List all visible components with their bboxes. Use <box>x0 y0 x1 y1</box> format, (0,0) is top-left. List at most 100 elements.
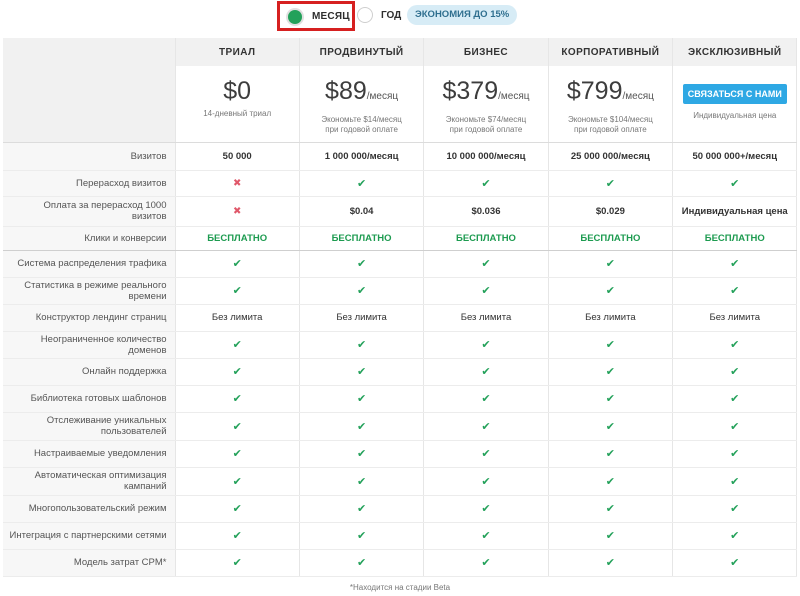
feature-label: Интеграция с партнерскими сетями <box>3 522 176 550</box>
check-icon: ✔ <box>356 475 367 488</box>
check-cell: ✔ <box>672 412 798 441</box>
check-icon: ✔ <box>356 448 367 460</box>
feature-row: Автоматическая оптимизация кампаний ✔ ✔ ✔ ✔ ✔ <box>3 467 798 496</box>
value-cell: 50 000 000+/месяц <box>672 142 798 171</box>
price-unit: /месяц <box>498 91 530 102</box>
check-cell: ✔ <box>548 412 674 441</box>
check-cell: ✔ <box>423 495 549 523</box>
check-cell: ✔ <box>299 549 425 577</box>
plan-name-0: ТРИАЛ <box>175 38 300 66</box>
check-icon: ✔ <box>730 393 740 405</box>
plan-price-note: Экономьте $104/месяц при годовой оплате <box>567 115 653 134</box>
check-cell: ✔ <box>548 440 674 468</box>
month-radio-selected[interactable] <box>288 10 302 24</box>
check-cell: ✔ <box>175 440 300 468</box>
feature-row: Онлайн поддержка ✔ ✔ ✔ ✔ ✔ <box>3 358 798 386</box>
check-icon: ✔ <box>605 393 615 405</box>
check-cell: ✔ <box>175 250 300 278</box>
feature-row: Неограниченное количество доменов ✔ ✔ ✔ ✔ ✔ <box>3 331 798 359</box>
feature-label: Конструктор лендинг страниц <box>3 304 176 332</box>
check-cell: ✔ <box>175 549 300 577</box>
check-icon: ✔ <box>605 530 615 542</box>
check-cell: ✔ <box>299 250 425 278</box>
check-icon: ✔ <box>232 285 242 297</box>
price-blank-cell <box>3 66 176 143</box>
check-cell: ✔ <box>423 250 549 278</box>
plan-price-cell-0: $0 14-дневный триал <box>175 66 300 143</box>
plan-name-2: БИЗНЕС <box>423 38 549 66</box>
feature-row: Оплата за перерасход 1000 визитов ✖ $0.04 $… <box>3 196 798 227</box>
year-radio[interactable] <box>357 7 373 23</box>
check-icon: ✔ <box>730 557 740 569</box>
check-cell: ✔ <box>672 440 798 468</box>
check-icon: ✔ <box>730 177 740 190</box>
check-icon: ✔ <box>356 258 367 270</box>
check-icon: ✔ <box>232 475 242 488</box>
feature-label: Отслеживание уникальных пользователей <box>3 412 176 441</box>
check-icon: ✔ <box>481 177 491 190</box>
check-cell: ✔ <box>672 549 798 577</box>
feature-label: Модель затрат CPM* <box>3 549 176 577</box>
check-cell: ✔ <box>423 440 549 468</box>
check-icon: ✔ <box>481 420 491 433</box>
feature-row: Конструктор лендинг страниц Без лимита Без… <box>3 304 798 332</box>
check-icon: ✔ <box>481 530 491 542</box>
feature-row: Система распределения трафика ✔ ✔ ✔ ✔ ✔ <box>3 250 798 278</box>
contact-us-button[interactable]: СВЯЗАТЬСЯ С НАМИ <box>682 84 787 104</box>
billing-option-month[interactable]: МЕСЯЦ <box>277 1 355 31</box>
feature-label: Настраиваемые уведомления <box>3 440 176 468</box>
check-cell: ✔ <box>423 358 549 386</box>
feature-row: Отслеживание уникальных пользователей ✔ ✔ ✔… <box>3 412 798 441</box>
check-icon: ✔ <box>481 366 491 378</box>
check-icon: ✔ <box>356 393 367 405</box>
cross-icon: ✖ <box>233 205 242 217</box>
check-cell: ✔ <box>175 331 300 359</box>
check-cell: ✔ <box>548 522 674 550</box>
check-cell: ✔ <box>672 495 798 523</box>
feature-row: Настраиваемые уведомления ✔ ✔ ✔ ✔ ✔ <box>3 440 798 468</box>
check-icon: ✔ <box>730 420 740 433</box>
check-icon: ✔ <box>356 530 367 542</box>
check-cell: ✔ <box>548 250 674 278</box>
plan-price: $799/месяц <box>549 76 672 112</box>
check-icon: ✔ <box>356 557 367 569</box>
feature-row: Интеграция с партнерскими сетями ✔ ✔ ✔ ✔ ✔ <box>3 522 798 550</box>
value-cell: $0.029 <box>548 196 674 227</box>
plan-price-note: 14-дневный триал <box>203 109 272 118</box>
check-icon: ✔ <box>730 285 740 297</box>
check-icon: ✔ <box>232 393 242 405</box>
check-cell: ✔ <box>299 467 425 496</box>
value-cell: Без лимита <box>672 304 798 332</box>
feature-row: Клики и конверсии БЕСПЛАТНО БЕСПЛАТНО БЕСПЛ… <box>3 226 798 251</box>
plan-price: $0 <box>176 76 299 106</box>
check-cell: ✔ <box>175 358 300 386</box>
pricing-table-body: Визитов 50 000 1 000 000/месяц 10 000 000/м… <box>3 142 798 577</box>
check-icon: ✔ <box>730 530 740 542</box>
check-cell: ✔ <box>423 170 549 197</box>
check-icon: ✔ <box>232 366 242 378</box>
plan-price: $379/месяц <box>424 76 547 112</box>
value-cell: $0.036 <box>423 196 549 227</box>
check-icon: ✔ <box>605 366 615 378</box>
check-cell: ✔ <box>548 549 674 577</box>
feature-row: Перерасход визитов ✖ ✔ ✔ ✔ ✔ <box>3 170 798 197</box>
check-icon: ✔ <box>730 475 740 488</box>
check-cell: ✔ <box>299 412 425 441</box>
cross-cell: ✖ <box>175 196 300 227</box>
check-cell: ✔ <box>299 331 425 359</box>
feature-row: Многопользовательский режим ✔ ✔ ✔ ✔ ✔ <box>3 495 798 523</box>
check-icon: ✔ <box>356 420 367 433</box>
value-cell: Без лимита <box>299 304 425 332</box>
price-unit: /месяц <box>622 91 654 102</box>
check-icon: ✔ <box>356 503 367 515</box>
plan-header-row: ТРИАЛ ПРОДВИНУТЫЙ БИЗНЕС КОРПОРАТИВНЫЙ ЭКСКЛ… <box>3 38 798 66</box>
check-cell: ✔ <box>548 331 674 359</box>
year-label[interactable]: ГОД <box>381 10 402 21</box>
cross-icon: ✖ <box>233 177 242 189</box>
price-row: $0 14-дневный триал $89/месяц Экономьте $14… <box>3 66 798 143</box>
check-icon: ✔ <box>481 258 491 270</box>
yearly-savings-badge: ЭКОНОМИЯ ДО 15% <box>407 5 518 25</box>
check-cell: ✔ <box>672 467 798 496</box>
check-icon: ✔ <box>481 339 491 351</box>
check-icon: ✔ <box>605 448 615 460</box>
